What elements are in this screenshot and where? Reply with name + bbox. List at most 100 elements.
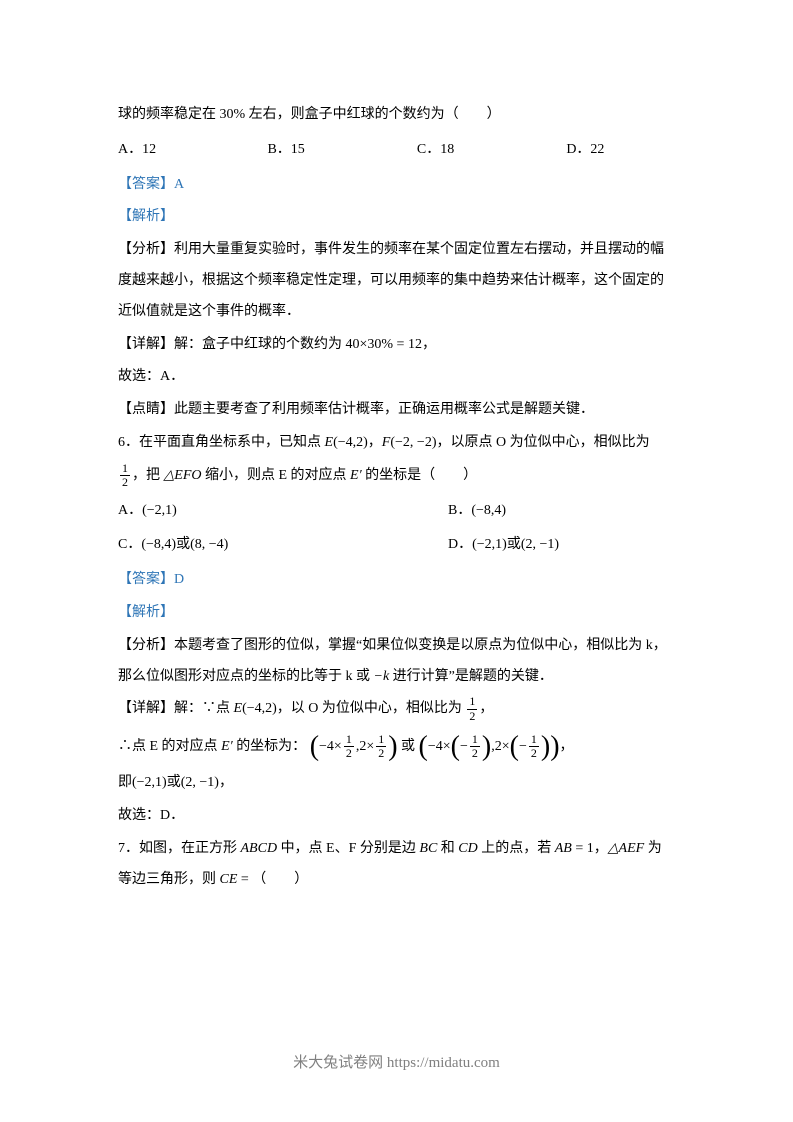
q6-stem-pre: 6．在平面直角坐标系中，已知点 [118,435,325,450]
q6-analysis-text: 【分析】本题考查了图形的位似，掌握“如果位似变换是以原点为位似中心，相似比为 k… [118,631,675,693]
q6-options-row2: C．(−8,4)或(8, −4) D．(−2,1)或(2, −1) [118,530,675,561]
q7-and: 和 [437,841,458,856]
q6-stem-post: ，以原点 O 为位似中心，相似比为 [436,435,649,450]
q7-CD: CD [458,841,477,856]
q6-ie-v2: (2, −1) [181,775,219,790]
frac-e1: 12 [344,733,354,760]
q5-options: A．12 B．15 C．18 D．22 [118,135,675,166]
q6-therefore-Eprime: E′ [221,739,233,754]
q5-analysis-label: 【解析】 [118,202,675,233]
q5-option-c: C．18 [417,135,566,166]
q5-continuation: 球的频率稳定在 30% 左右，则盒子中红球的个数约为（ ） [118,100,675,131]
expr-or: 或 [401,739,415,754]
q6-therefore: ∴点 E 的对应点 E′ 的坐标为： (−4×12,2×12) 或 (−4×(−… [118,727,675,766]
q6-ie-pre: 即 [118,775,132,790]
frac-e2: 12 [376,733,386,760]
q6-a-label: A． [118,503,142,518]
expr-m1: − [460,739,468,754]
q6-ie-v1: (−2,1) [132,775,167,790]
q5-point: 【点睛】此题主要考查了利用频率估计概率，正确运用概率公式是解题关键． [118,395,675,426]
q6-therefore-pre: ∴点 E 的对应点 [118,739,221,754]
q7-AEF: △AEF [608,841,644,856]
q6-EFO: △EFO [164,468,202,483]
expr-p2: ,2× [356,739,374,754]
q6-line2-pre: ，把 [132,468,164,483]
q6-a-val: (−2,1) [142,503,177,518]
q6-Eprime: E′ [350,468,362,483]
frac-den-2: 2 [467,710,477,723]
q7-ABCD: ABCD [241,841,278,856]
q6-analysis-label: 【解析】 [118,598,675,629]
frac-e4: 12 [529,733,539,760]
rparen1: ) [388,731,397,762]
q5-answer: 【答案】A [118,170,675,201]
q6-option-d: D．(−2,1)或(2, −1) [448,530,668,561]
q6-Fcoord: (−2, −2) [390,435,436,450]
lparen4: ( [510,731,519,762]
q6-detail-E: E [234,701,243,716]
expr-p3: −4× [428,739,451,754]
q6-stem-line2: 12，把 △EFO 缩小，则点 E 的对应点 E′ 的坐标是（ ） [118,461,675,492]
q6-analysis-post: 进行计算”是解题的关键． [389,669,553,684]
q7-eq1: = 1， [572,841,608,856]
q6-stem-line1: 6．在平面直角坐标系中，已知点 E(−4,2)，F(−2, −2)，以原点 O … [118,428,675,459]
q7-stem: 7．如图，在正方形 ABCD 中，点 E、F 分别是边 BC 和 CD 上的点，… [118,834,675,896]
q5-option-a: A．12 [118,135,267,166]
q6-detail-pre: 【详解】解：∵点 [118,701,234,716]
frac-den: 2 [120,476,130,489]
q7-AB: AB [555,841,572,856]
q6-d-or: 或 [507,537,521,552]
q6-options-row1: A．(−2,1) B．(−8,4) [118,496,675,527]
expr-p4: ,2× [491,739,509,754]
q6-therefore-mid: 的坐标为： [233,739,307,754]
page-footer: 米大兔试卷网 https://midatu.com [0,1047,793,1080]
q5-detail: 【详解】解：盒子中红球的个数约为 40×30% = 12， [118,330,675,361]
rparen2: ) [550,731,559,762]
q7-BC: BC [419,841,437,856]
lparen3: ( [451,731,460,762]
q7-CE: CE [220,872,238,887]
q6-line2-post: 的坐标是（ ） [362,468,478,483]
q6-line2-mid: 缩小，则点 E 的对应点 [201,468,350,483]
q7-pre: 7．如图，在正方形 [118,841,241,856]
q6-minus-k: −k [374,669,390,684]
q6-conclusion: 故选：D． [118,801,675,832]
expr-p1: −4× [319,739,342,754]
q6-option-b: B．(−8,4) [448,496,668,527]
q6-ie-post: ， [219,775,233,790]
q6-c-or: 或 [176,537,190,552]
expr-comma: ， [560,739,574,754]
lparen2: ( [419,731,428,762]
q6-b-val: (−8,4) [471,503,506,518]
q6-detail-post: ， [479,701,493,716]
q5-option-b: B．15 [267,135,416,166]
q6-Ecoord: (−4,2) [333,435,368,450]
q6-c-label: C． [118,537,141,552]
expr-m2: − [519,739,527,754]
q6-answer: 【答案】D [118,565,675,596]
q6-detail-Ecoord: (−4,2) [242,701,277,716]
q6-d-label: D． [448,537,472,552]
rparen3: ) [482,731,491,762]
q6-d-val1: (−2,1) [472,537,507,552]
q7-mid1: 中，点 E、F 分别是边 [277,841,419,856]
q7-post: = （ ） [237,872,308,887]
q6-E: E [325,435,334,450]
q5-option-d: D．22 [566,135,675,166]
q6-c-val2: (8, −4) [190,537,228,552]
q6-option-a: A．(−2,1) [118,496,448,527]
q6-d-val2: (2, −1) [521,537,559,552]
frac-num-2: 1 [467,695,477,709]
q6-detail: 【详解】解：∵点 E(−4,2)，以 O 为位似中心，相似比为 12， [118,694,675,725]
q6-b-label: B． [448,503,471,518]
q6-ie: 即(−2,1)或(2, −1)， [118,768,675,799]
frac-num: 1 [120,462,130,476]
q6-comma1: ， [368,435,382,450]
q6-detail-mid: ，以 O 为位似中心，相似比为 [277,701,466,716]
q6-c-val1: (−8,4) [141,537,176,552]
half-fraction-2: 12 [467,695,477,722]
q7-mid2: 上的点，若 [478,841,555,856]
q5-analysis-text: 【分析】利用大量重复实验时，事件发生的频率在某个固定位置左右摆动，并且摆动的幅度… [118,235,675,327]
lparen1: ( [310,731,319,762]
frac-e3: 12 [470,733,480,760]
